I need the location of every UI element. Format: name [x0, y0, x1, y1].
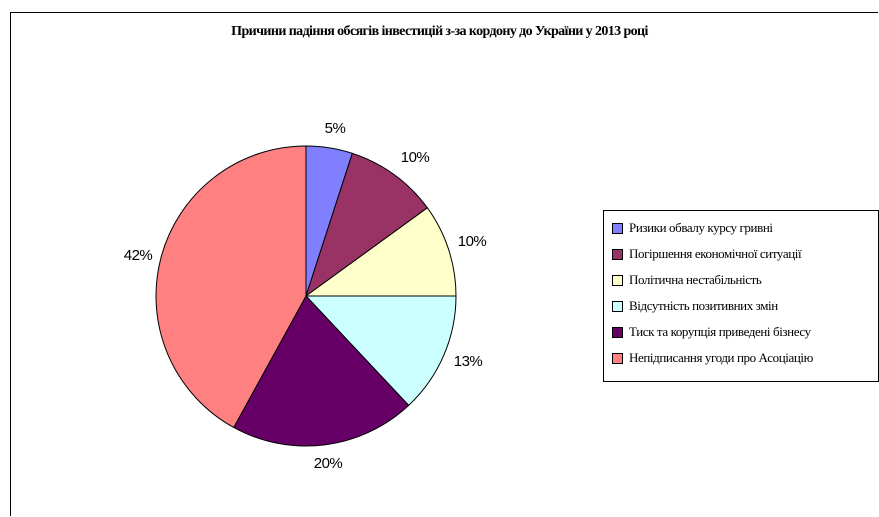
legend-label: Погіршення економічної ситуації	[629, 246, 802, 261]
legend-item: Ризики обвалу курсу гривні	[612, 218, 773, 238]
legend-swatch	[612, 300, 623, 312]
chart-area-frame	[10, 12, 878, 516]
pie-slice-3	[304, 207, 457, 297]
slice-value-label: 5%	[325, 120, 346, 137]
pie-slice-2	[305, 152, 429, 298]
legend-label: Політична нестабільність	[629, 272, 762, 287]
legend-label: Відсутність позитивних змін	[629, 298, 778, 313]
legend-item: Погіршення економічної ситуації	[612, 244, 802, 264]
legend-swatch	[612, 248, 623, 260]
legend-label: Ризики обвалу курсу гривні	[629, 220, 773, 235]
legend-swatch	[612, 352, 623, 364]
slice-value-label: 20%	[314, 455, 343, 472]
pie-slice-6	[155, 145, 307, 429]
chart-title: Причини падіння обсягів інвестицій з-за …	[231, 24, 648, 39]
pie-slice-4	[304, 295, 457, 407]
legend-item: Політична нестабільність	[612, 270, 762, 290]
legend-item: Тиск та корупція приведені бізнесу	[612, 322, 811, 342]
legend-item: Відсутність позитивних змін	[612, 296, 778, 316]
slice-value-label: 10%	[401, 149, 430, 166]
pie-slice-5	[233, 295, 410, 447]
legend-label: Тиск та корупція приведені бізнесу	[629, 324, 811, 339]
legend-swatch	[612, 326, 623, 338]
slice-value-label: 42%	[124, 247, 153, 264]
legend-swatch	[612, 274, 623, 286]
slice-value-label: 13%	[454, 353, 483, 370]
pie-value-labels: 5% 10% 10% 13% 20% 42%	[124, 120, 487, 472]
legend-item: Непідписання угоди про Асоціацію	[612, 348, 813, 368]
pie-slices	[155, 145, 457, 447]
chart-legend: Ризики обвалу курсу гривні Погіршення еко…	[603, 210, 879, 382]
slice-value-label: 10%	[458, 233, 487, 250]
legend-swatch	[612, 222, 623, 234]
legend-label: Непідписання угоди про Асоціацію	[629, 350, 813, 365]
